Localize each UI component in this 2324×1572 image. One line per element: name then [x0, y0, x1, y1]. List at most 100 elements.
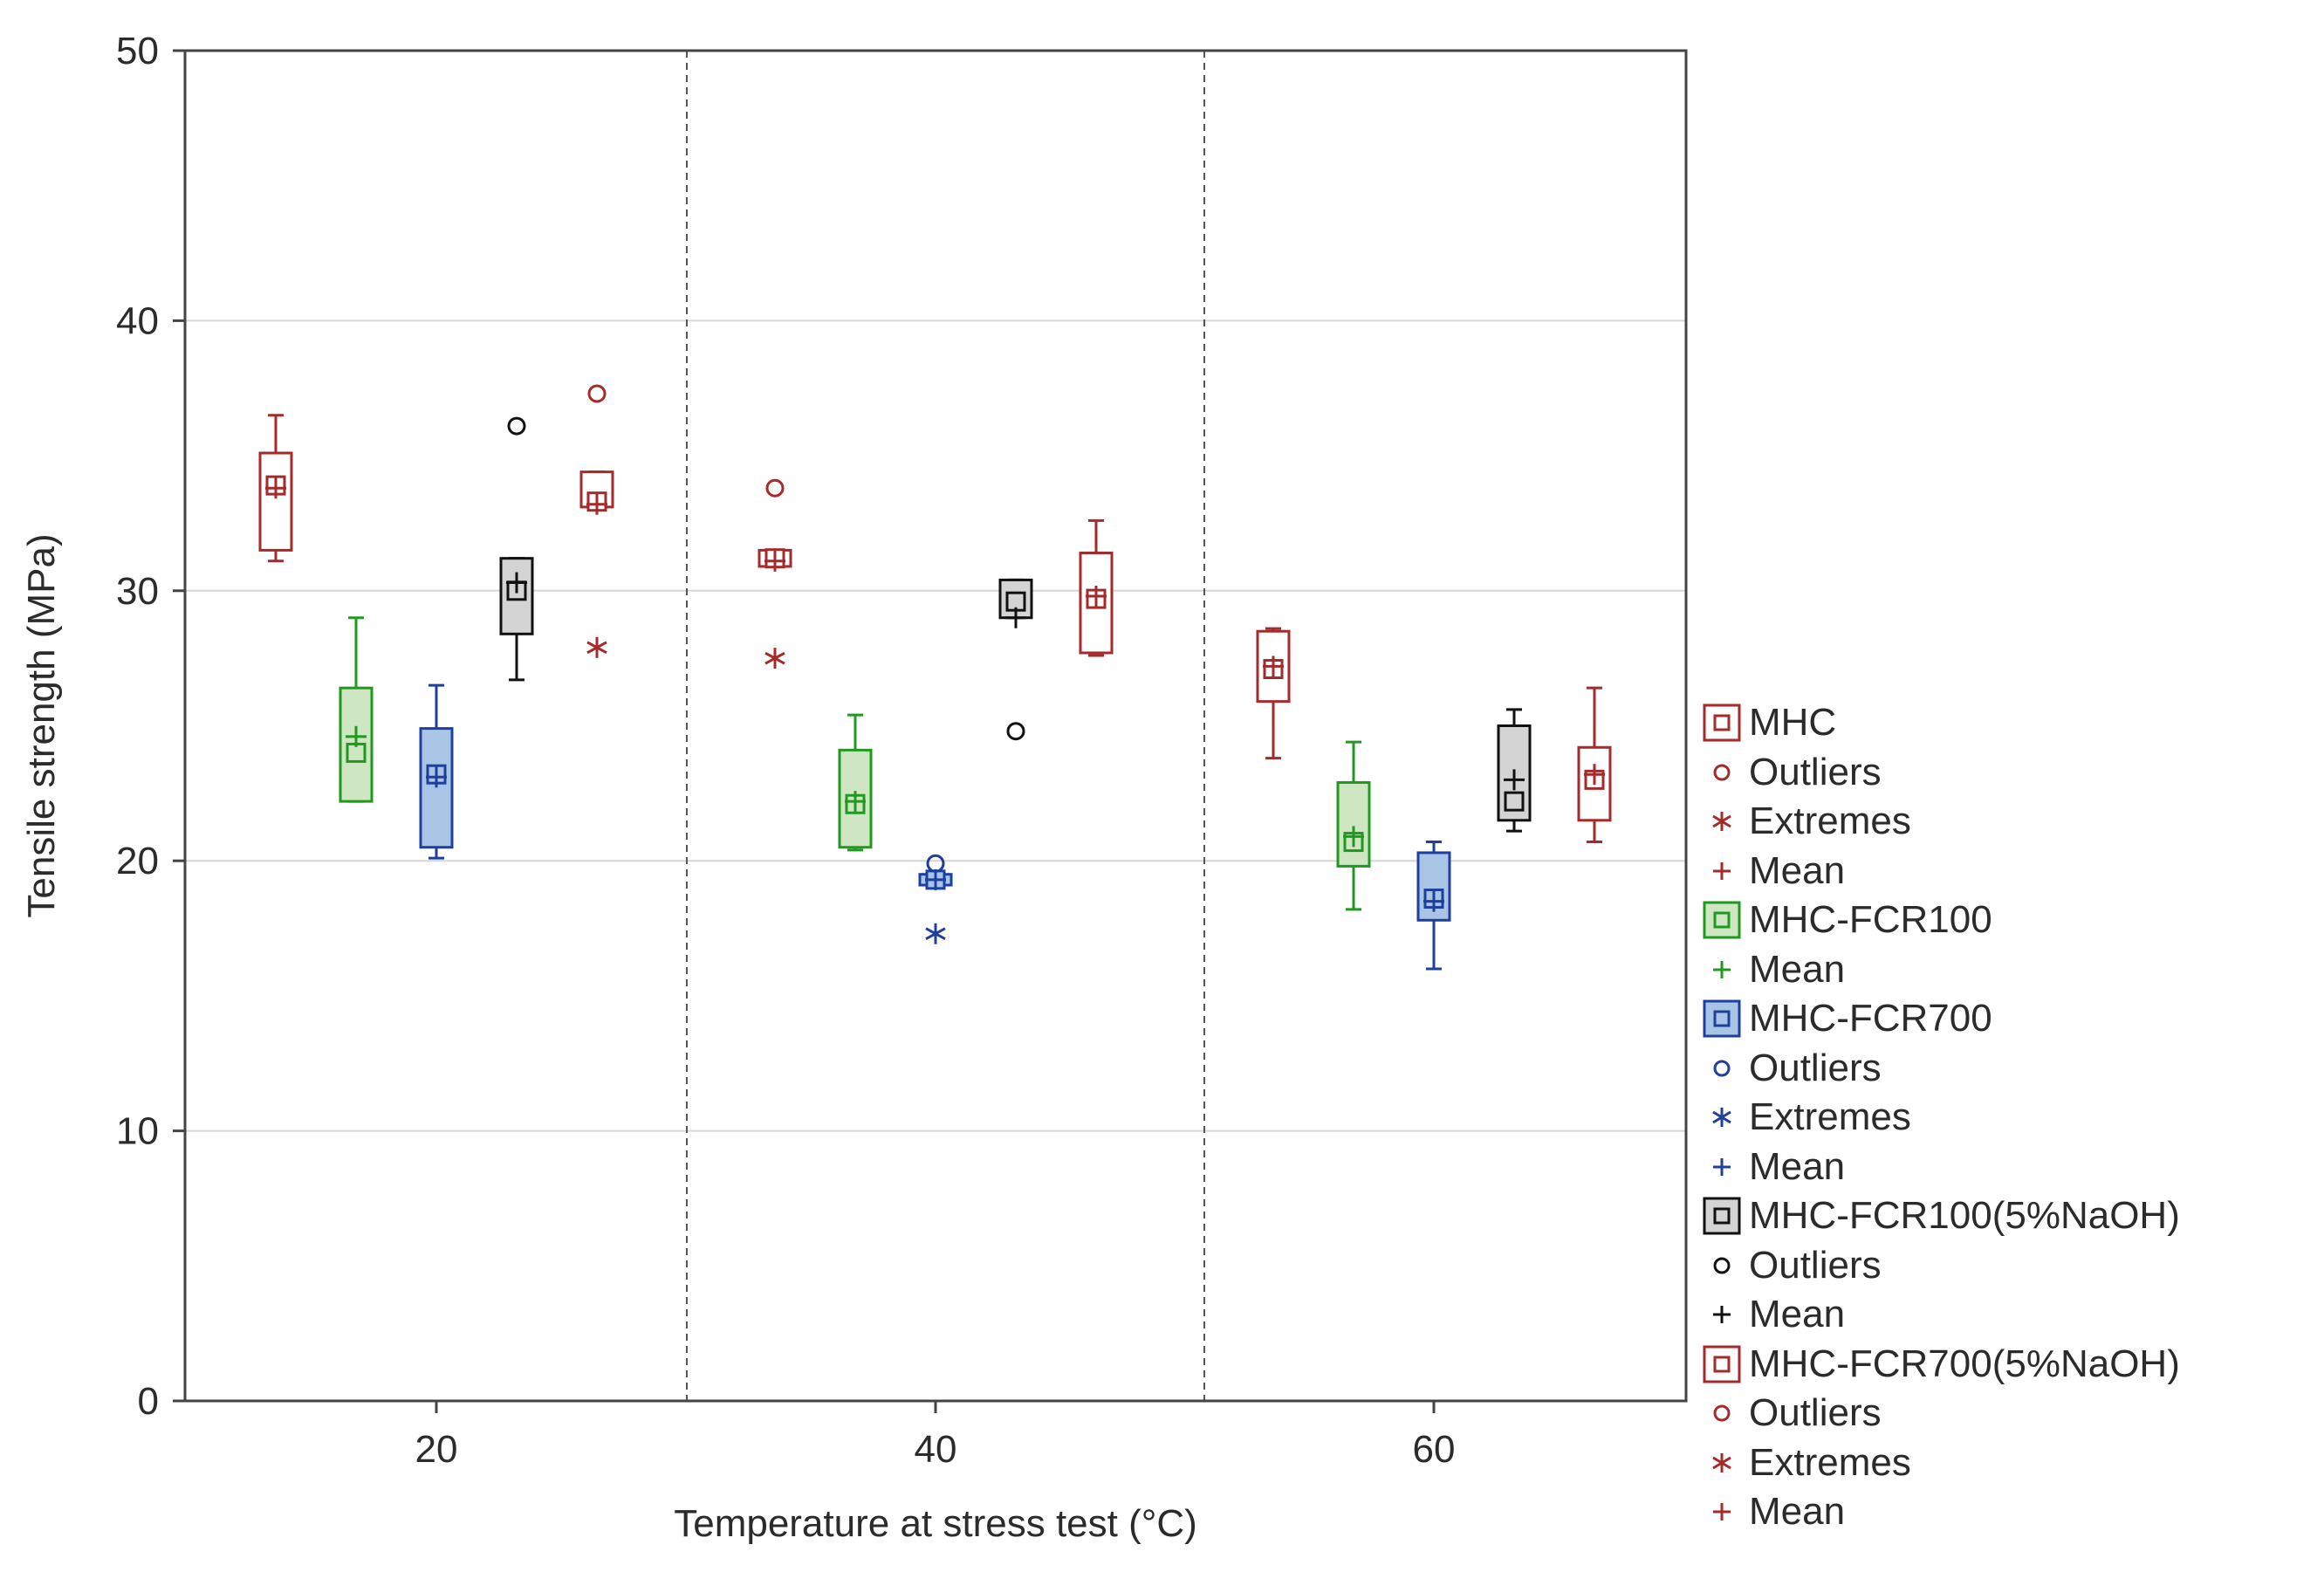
legend-item: Outliers: [1702, 1389, 2313, 1438]
x-axis-title: Temperature at stress test (°C): [674, 1502, 1197, 1545]
legend-label: Outliers: [1749, 750, 1882, 793]
outlier-point: [507, 416, 526, 436]
extreme-stroke: [586, 641, 607, 655]
box-MHC-FCR700(5%NaOH)-40: [1079, 518, 1114, 657]
box-MHC-FCR700(5%NaOH)-60: [1577, 686, 1612, 844]
box-MHC-FCR100-40: [838, 713, 873, 852]
legend-label: MHC-FCR100: [1749, 898, 1992, 942]
legend-item: Outliers: [1702, 1044, 2313, 1094]
legend-label: Mean: [1749, 1293, 1846, 1336]
extreme-point: [764, 648, 785, 669]
legend-symbol-mean: [1713, 960, 1731, 978]
legend-item: MHC-FCR700(5%NaOH): [1702, 1340, 2313, 1390]
box-MHC-60: [1256, 627, 1291, 760]
box-MHC-20: [258, 414, 293, 563]
legend-label: Mean: [1749, 848, 1846, 892]
legend: MHC Outliers Extremes Mean MHC-FCR100 Mean MHC…: [1702, 698, 2313, 1537]
y-tick-label: 0: [138, 1380, 159, 1423]
y-tick-label: 50: [116, 30, 159, 72]
legend-label: MHC-FCR100(5%NaOH): [1749, 1194, 2180, 1238]
legend-item: Mean: [1702, 847, 2313, 896]
extreme-point: [925, 923, 946, 944]
legend-item: Mean: [1702, 1487, 2313, 1537]
legend-label: Extremes: [1749, 1095, 1911, 1139]
x-tick-label: 60: [1413, 1428, 1456, 1471]
box-MHC-FCR700-40: [918, 854, 953, 944]
box-MHC-40: [758, 478, 792, 669]
legend-item: Extremes: [1702, 1093, 2313, 1143]
legend-label: Extremes: [1749, 800, 1911, 843]
legend-symbol-box: [1703, 1197, 1741, 1235]
box-body: [1336, 780, 1371, 868]
box-MHC-FCR100(5%NaOH)-40: [998, 578, 1033, 741]
legend-item: Outliers: [1702, 748, 2313, 798]
legend-symbol-mean: [1713, 1503, 1731, 1521]
y-axis-title: Tensile strength (MPa): [20, 533, 63, 917]
legend-symbol-mean: [1713, 1157, 1731, 1176]
y-tick-label: 40: [116, 299, 159, 342]
legend-symbol-box: [1703, 901, 1741, 939]
legend-item: Mean: [1702, 1290, 2313, 1340]
legend-symbol-box: [1703, 704, 1741, 742]
box-MHC-FCR700-60: [1416, 841, 1451, 971]
legend-symbol-extreme: [1712, 1108, 1731, 1128]
data-marks: [258, 384, 1612, 971]
y-tick-label: 30: [116, 570, 159, 613]
extreme-stroke: [925, 927, 946, 941]
box-body: [258, 451, 293, 552]
legend-label: Outliers: [1749, 1243, 1882, 1287]
outlier-point: [765, 478, 785, 498]
legend-item: Extremes: [1702, 1438, 2313, 1488]
gridlines: [185, 319, 1686, 1132]
legend-label: Mean: [1749, 1490, 1846, 1534]
outlier-point: [1006, 722, 1025, 741]
legend-label: Outliers: [1749, 1391, 1882, 1435]
legend-item: Extremes: [1702, 797, 2313, 847]
legend-item: Mean: [1702, 945, 2313, 995]
box-MHC-FCR700(5%NaOH)-20: [579, 384, 614, 658]
legend-symbol-mean: [1713, 1306, 1731, 1324]
legend-symbol-outlier: [1713, 764, 1731, 781]
legend-symbol-mean: [1713, 862, 1731, 880]
plot-frame: [183, 49, 1688, 1403]
box-MHC-FCR100(5%NaOH)-20: [499, 416, 534, 682]
y-tick-label: 20: [116, 840, 159, 882]
extreme-point: [586, 636, 607, 658]
x-tick-label: 20: [415, 1428, 458, 1471]
legend-symbol-outlier: [1713, 1404, 1731, 1422]
y-tick-label: 10: [116, 1110, 159, 1153]
category-separators: [686, 51, 1205, 1401]
legend-item: MHC-FCR700: [1702, 994, 2313, 1044]
legend-label: Mean: [1749, 1144, 1846, 1188]
legend-label: MHC-FCR700: [1749, 997, 1992, 1040]
legend-item: MHC-FCR100(5%NaOH): [1702, 1191, 2313, 1241]
legend-label: Outliers: [1749, 1046, 1882, 1089]
legend-item: Mean: [1702, 1143, 2313, 1192]
x-axis: 20 40 60: [415, 1401, 1456, 1471]
box-MHC-FCR100(5%NaOH)-60: [1497, 708, 1532, 833]
median-marker: [1504, 791, 1525, 812]
legend-item: MHC: [1702, 698, 2313, 748]
legend-symbol-extreme: [1712, 812, 1731, 832]
legend-symbol-extreme: [1712, 1452, 1731, 1472]
extreme-stroke: [764, 651, 785, 665]
legend-label: Mean: [1749, 947, 1846, 991]
legend-item: Outliers: [1702, 1241, 2313, 1291]
box-MHC-FCR100-60: [1336, 740, 1371, 911]
legend-item: MHC-FCR100: [1702, 896, 2313, 945]
box-MHC-FCR700-20: [419, 683, 454, 860]
legend-symbol-outlier: [1713, 1257, 1731, 1274]
legend-symbol-box: [1703, 999, 1741, 1038]
legend-symbol-box: [1703, 1345, 1741, 1383]
legend-label: MHC-FCR700(5%NaOH): [1749, 1342, 2180, 1385]
y-axis: 0 10 20 30 40 50: [116, 30, 185, 1423]
x-tick-label: 40: [915, 1428, 957, 1471]
outlier-point: [587, 384, 607, 403]
outlier-point: [926, 854, 945, 873]
legend-label: Extremes: [1749, 1440, 1911, 1484]
box-body: [419, 727, 454, 849]
legend-label: MHC: [1749, 701, 1837, 745]
box-MHC-FCR100-20: [339, 616, 374, 803]
legend-symbol-outlier: [1713, 1060, 1731, 1077]
